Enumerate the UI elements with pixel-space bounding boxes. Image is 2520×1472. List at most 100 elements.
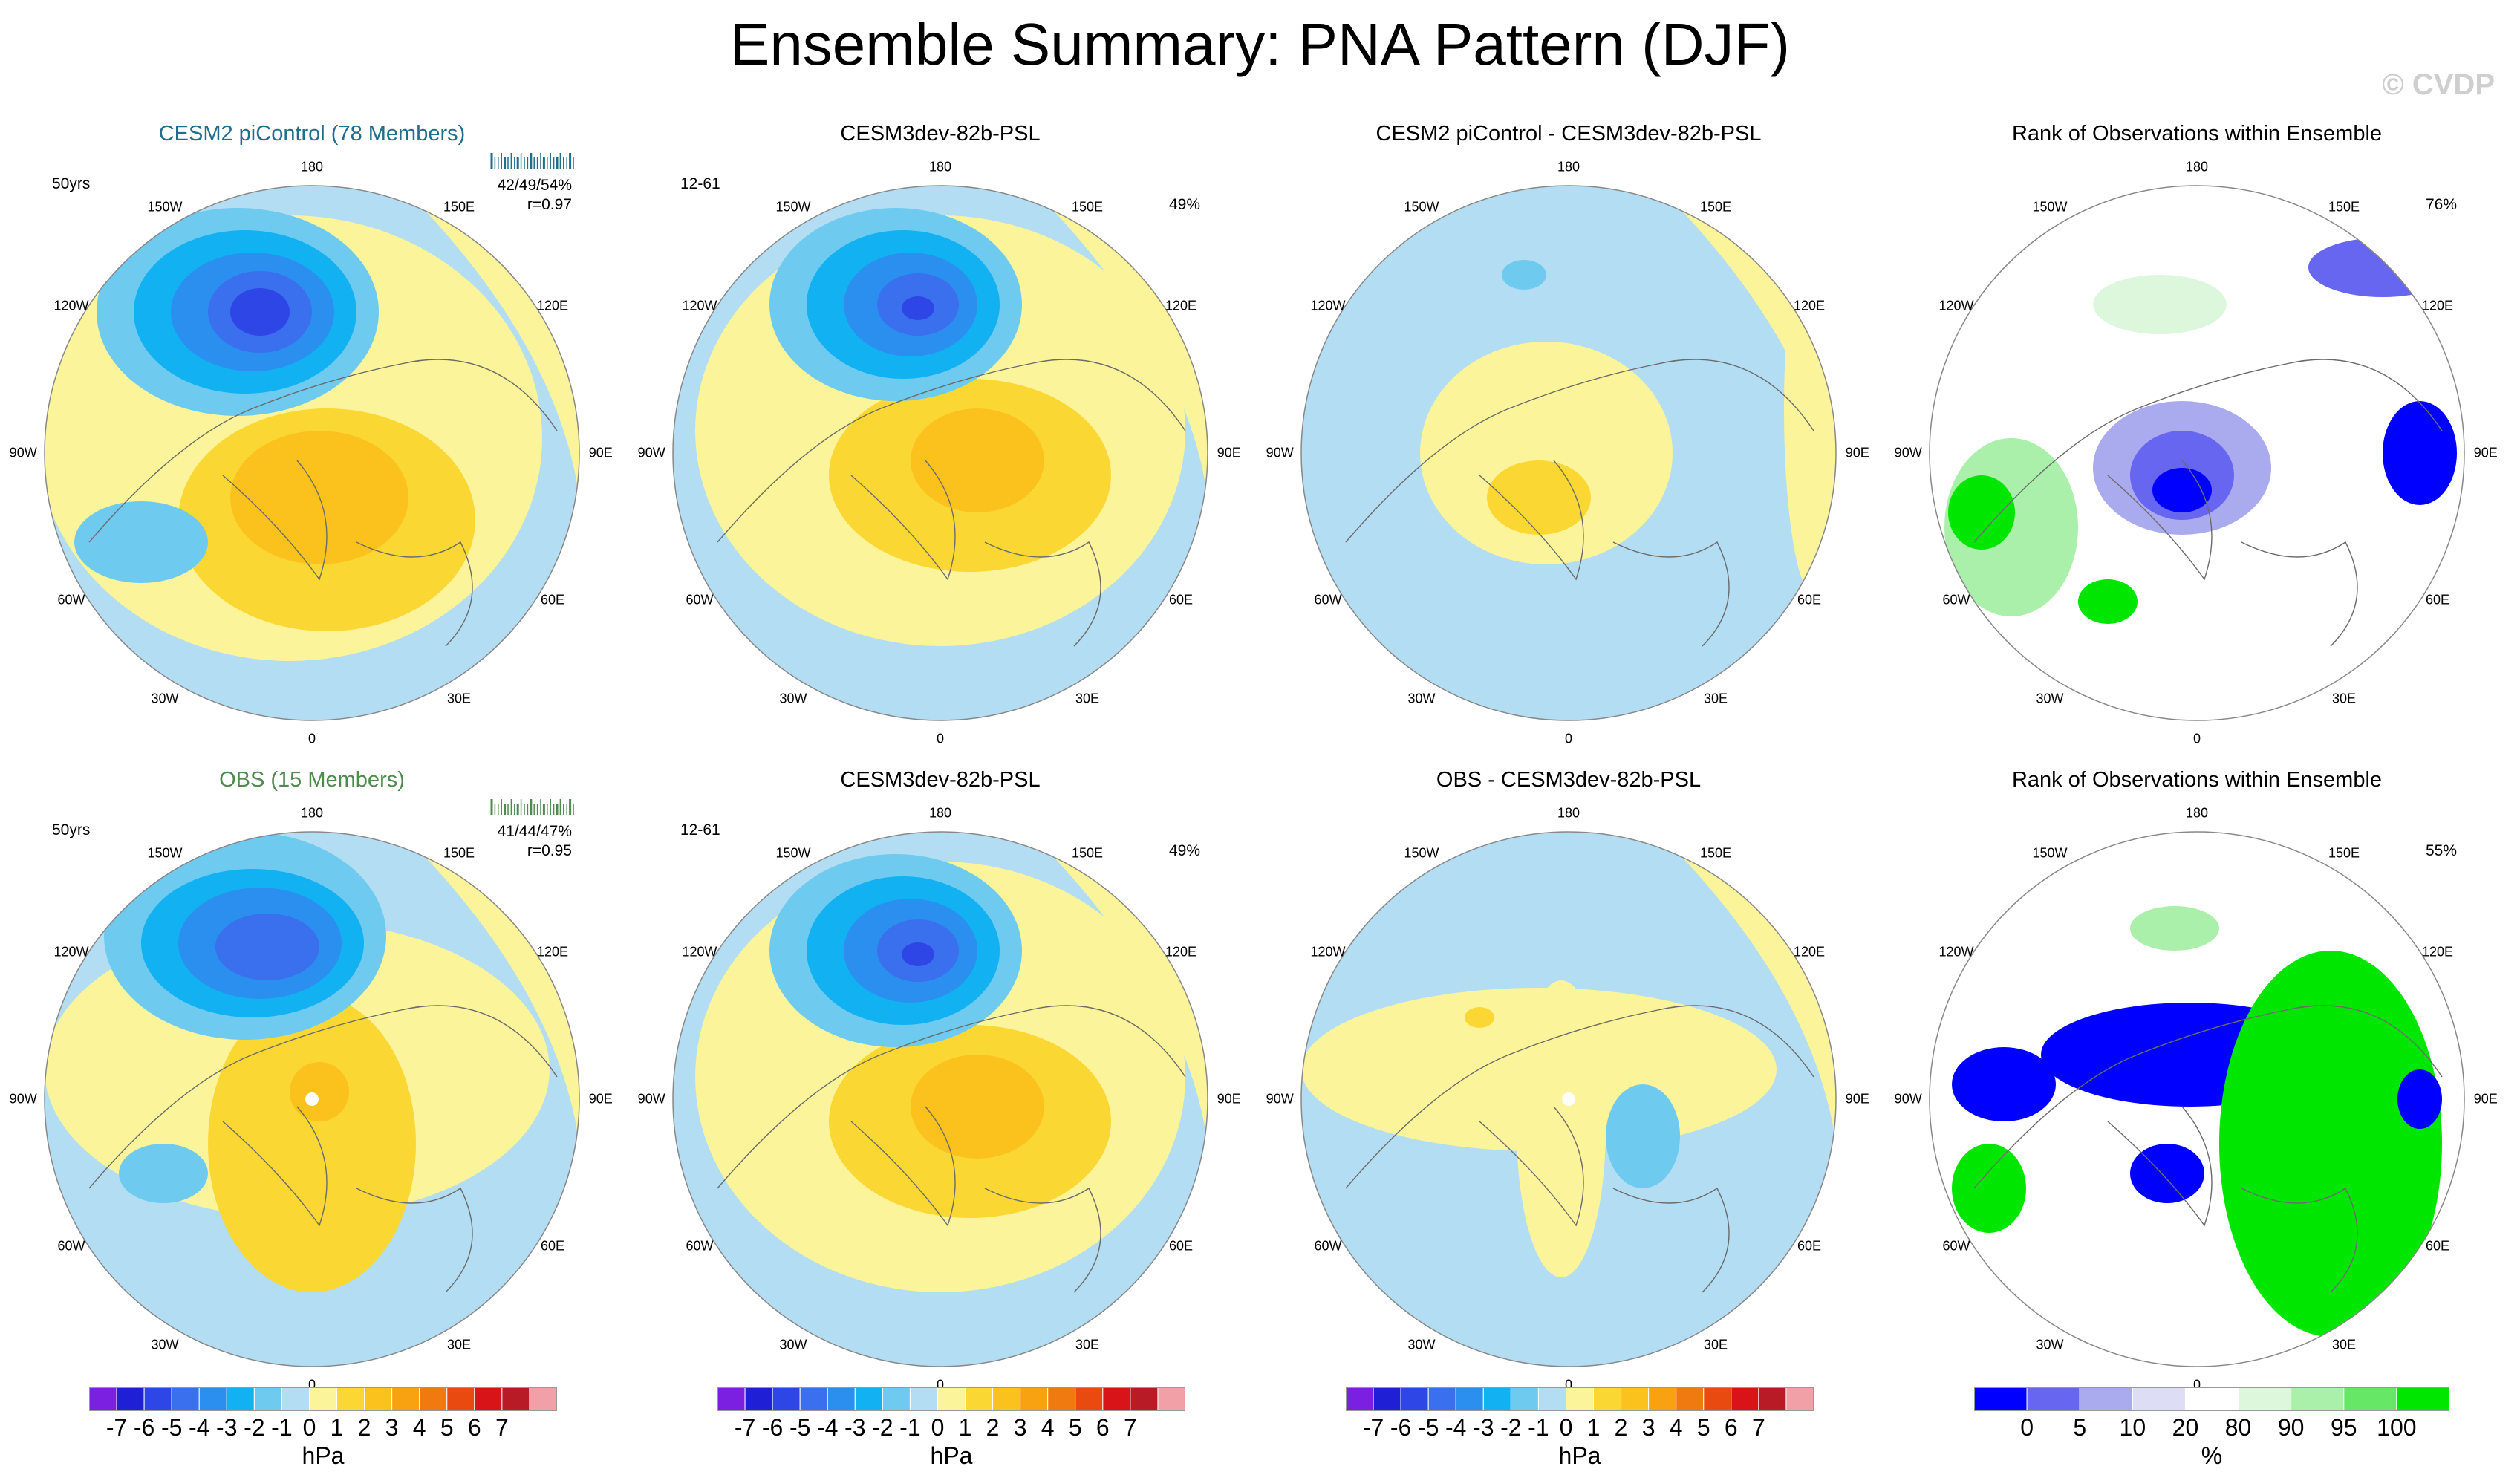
longitude-label: 30E bbox=[2331, 1337, 2357, 1352]
colorbar-swatch bbox=[2132, 1387, 2186, 1412]
longitude-label: 30E bbox=[2331, 691, 2357, 706]
colorbar-swatches bbox=[1345, 1387, 1814, 1412]
colorbar-tick-label: 1 bbox=[330, 1414, 344, 1441]
ne-low-rank bbox=[2308, 238, 2457, 297]
colorbar-tick-label: 20 bbox=[2172, 1414, 2199, 1441]
colorbar-swatch bbox=[909, 1387, 938, 1412]
longitude-label: 0 bbox=[936, 1377, 945, 1393]
colorbar-swatch bbox=[965, 1387, 994, 1412]
longitude-label: 30E bbox=[446, 691, 472, 706]
colorbar-tick-label: 7 bbox=[1123, 1414, 1137, 1441]
colorbar-tick-label: -2 bbox=[244, 1414, 265, 1441]
longitude-label: 120E bbox=[2421, 298, 2454, 313]
longitude-label: 30E bbox=[1703, 691, 1728, 706]
longitude-label: 90E bbox=[1217, 445, 1241, 460]
colorbar-swatch bbox=[1455, 1387, 1484, 1412]
polar-map bbox=[672, 185, 1208, 721]
longitude-label: 30W bbox=[1407, 1337, 1436, 1352]
longitude-label: 150W bbox=[775, 845, 811, 861]
atlantic-negative bbox=[74, 501, 208, 583]
panel-title: OBS - CESM3dev-82b-PSL bbox=[1436, 768, 1702, 792]
longitude-label: 150E bbox=[2328, 199, 2360, 215]
colorbar-tick-label: -7 bbox=[105, 1414, 128, 1441]
colorbar-swatch bbox=[1510, 1387, 1539, 1412]
colorbar-swatch bbox=[772, 1387, 801, 1412]
colorbar-tick-label: 5 bbox=[2073, 1414, 2087, 1441]
longitude-label: 60E bbox=[540, 1238, 565, 1254]
longitude-label: 120E bbox=[1165, 298, 1197, 313]
colorbar-swatch bbox=[1703, 1387, 1732, 1412]
colorbar-tick-label: 6 bbox=[1095, 1414, 1110, 1441]
colorbar-swatches bbox=[717, 1387, 1186, 1412]
coastlines bbox=[88, 359, 558, 647]
longitude-label: 180 bbox=[1557, 805, 1580, 821]
pct-variance-label: 55% bbox=[2425, 842, 2457, 859]
colorbar-tick-label: -3 bbox=[216, 1414, 238, 1441]
longitude-label: 0 bbox=[2192, 1377, 2201, 1393]
polar-map bbox=[44, 831, 580, 1367]
colorbar-tick-label: -2 bbox=[872, 1414, 893, 1441]
colorbar-tick-label: 1 bbox=[958, 1414, 972, 1441]
panel-p8: Rank of Observations within Ensemble 55% 1… bbox=[1885, 765, 2509, 1411]
map-border bbox=[1929, 831, 2465, 1367]
panel-p1: CESM2 piControl (78 Members) 50yrs 42/49/5… bbox=[0, 119, 624, 765]
colorbar-tick-label: -6 bbox=[761, 1414, 784, 1441]
map-border bbox=[672, 185, 1208, 721]
panel-title: Rank of Observations within Ensemble bbox=[2011, 768, 2383, 792]
longitude-label: 150W bbox=[2032, 845, 2068, 861]
longitude-label: 180 bbox=[300, 805, 324, 821]
colorbar-tick-label: 0 bbox=[1559, 1414, 1573, 1441]
colorbar-tick-label: 5 bbox=[440, 1414, 454, 1441]
colorbar-tick-label: -3 bbox=[844, 1414, 866, 1441]
pct-variance-label: 76% bbox=[2425, 196, 2457, 213]
colorbar-tick-label: 2 bbox=[357, 1414, 371, 1441]
longitude-label: 30W bbox=[1407, 691, 1436, 706]
colorbar-tick-label: 95 bbox=[2330, 1414, 2357, 1441]
longitude-label: 90W bbox=[1894, 1091, 1922, 1107]
atlantic-negative bbox=[119, 1144, 208, 1203]
longitude-label: 150W bbox=[147, 199, 183, 215]
longitude-label: 90E bbox=[2473, 1091, 2498, 1107]
low-rank-min bbox=[2152, 468, 2212, 512]
longitude-label: 90W bbox=[1894, 445, 1922, 460]
longitude-label: 60E bbox=[1168, 592, 1194, 608]
longitude-label: 30E bbox=[1075, 1337, 1100, 1352]
longitude-label: 180 bbox=[928, 805, 952, 821]
colorbar-swatch bbox=[717, 1387, 746, 1412]
atlantic-high-rank bbox=[2078, 579, 2138, 624]
positive-region bbox=[1420, 342, 1673, 564]
coastlines bbox=[717, 1005, 1186, 1293]
longitude-label: 30W bbox=[779, 1337, 807, 1352]
longitude-label: 0 bbox=[1564, 1377, 1573, 1393]
colorbar-tick-label: 7 bbox=[495, 1414, 509, 1441]
longitude-label: 30W bbox=[2036, 1337, 2064, 1352]
longitude-label: 150E bbox=[2328, 845, 2360, 861]
colorbar-tick-label: 3 bbox=[1013, 1414, 1027, 1441]
colorbar-swatch bbox=[2238, 1387, 2292, 1412]
north-high-rank bbox=[2130, 906, 2219, 951]
positive-spot bbox=[1465, 1007, 1494, 1028]
longitude-label: 30E bbox=[1075, 691, 1100, 706]
colorbar-tick-label: -6 bbox=[1390, 1414, 1412, 1441]
longitude-label: 60E bbox=[1168, 1238, 1194, 1254]
longitude-label: 180 bbox=[2185, 159, 2209, 175]
longitude-label: 120E bbox=[1793, 298, 1826, 313]
colorbar-swatch bbox=[1157, 1387, 1186, 1412]
coastlines bbox=[1345, 359, 1814, 647]
longitude-label: 0 bbox=[2192, 731, 2201, 746]
colorbar-swatch bbox=[1400, 1387, 1429, 1412]
negative-min bbox=[902, 296, 934, 320]
period-label: 50yrs bbox=[52, 175, 91, 192]
colorbar-swatch bbox=[744, 1387, 773, 1412]
longitude-label: 60E bbox=[2425, 1238, 2450, 1254]
colorbar-swatch bbox=[992, 1387, 1021, 1412]
east-low-rank bbox=[2383, 401, 2457, 505]
coastlines bbox=[1973, 359, 2443, 647]
pct-variance-label: 41/44/47% bbox=[497, 823, 572, 840]
panel-p5: OBS (15 Members) 50yrs 41/44/47% r=0.95 180 1… bbox=[0, 765, 624, 1411]
polar-map bbox=[44, 185, 580, 721]
longitude-label: 90E bbox=[588, 1091, 613, 1107]
longitude-label: 120W bbox=[682, 298, 717, 313]
longitude-label: 120E bbox=[536, 298, 569, 313]
pct-variance-label: 49% bbox=[1168, 842, 1200, 859]
